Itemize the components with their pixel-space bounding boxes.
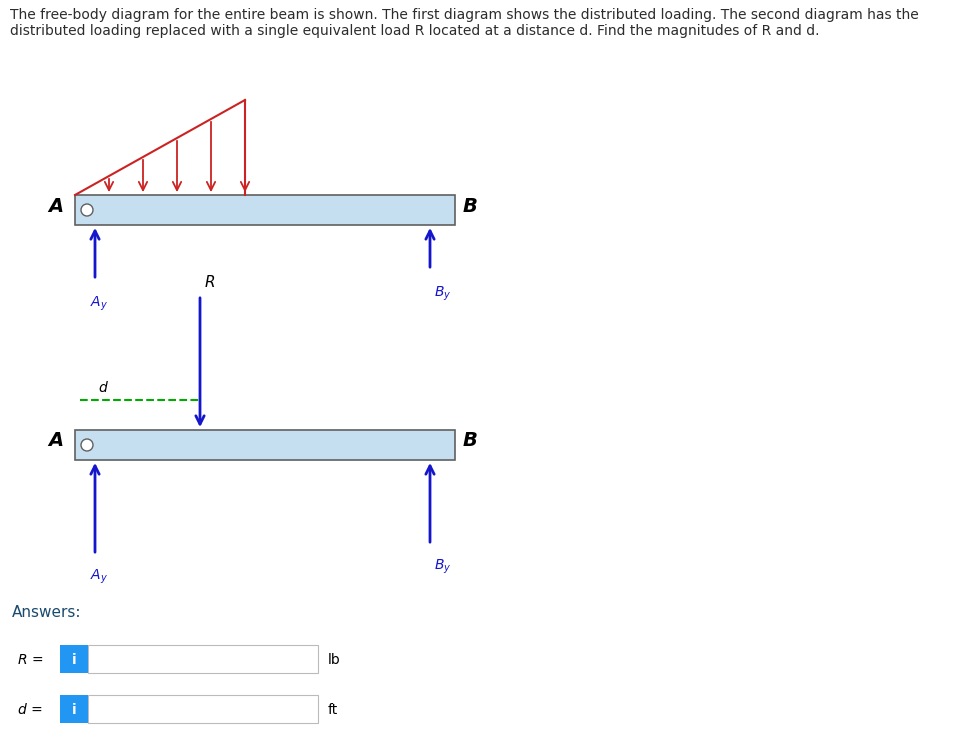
Text: ft: ft	[328, 703, 338, 717]
Text: $B_y$: $B_y$	[434, 558, 451, 576]
Circle shape	[81, 439, 93, 451]
Text: B: B	[463, 431, 478, 451]
Text: lb: lb	[328, 653, 340, 667]
Text: B: B	[463, 196, 478, 216]
Bar	[75, 195, 455, 225]
Bar	[60, 695, 88, 723]
Text: i: i	[72, 703, 76, 717]
Text: $A_y$: $A_y$	[90, 568, 108, 586]
Bar	[60, 645, 88, 673]
Text: A: A	[48, 196, 63, 216]
Text: A: A	[48, 431, 63, 451]
Bar	[88, 645, 318, 673]
Text: $B_y$: $B_y$	[434, 285, 451, 303]
Bar	[88, 695, 318, 723]
Circle shape	[81, 204, 93, 216]
Text: The free-body diagram for the entire beam is shown. The first diagram shows the : The free-body diagram for the entire bea…	[10, 8, 919, 22]
Text: Answers:: Answers:	[12, 605, 81, 620]
Text: d: d	[98, 381, 107, 395]
Text: i: i	[72, 653, 76, 667]
Text: distributed loading replaced with a single equivalent load R located at a distan: distributed loading replaced with a sing…	[10, 24, 819, 38]
Text: d =: d =	[18, 703, 43, 717]
Text: R: R	[205, 275, 216, 290]
Text: $A_y$: $A_y$	[90, 295, 108, 313]
Text: R =: R =	[18, 653, 44, 667]
Bar	[75, 430, 455, 460]
